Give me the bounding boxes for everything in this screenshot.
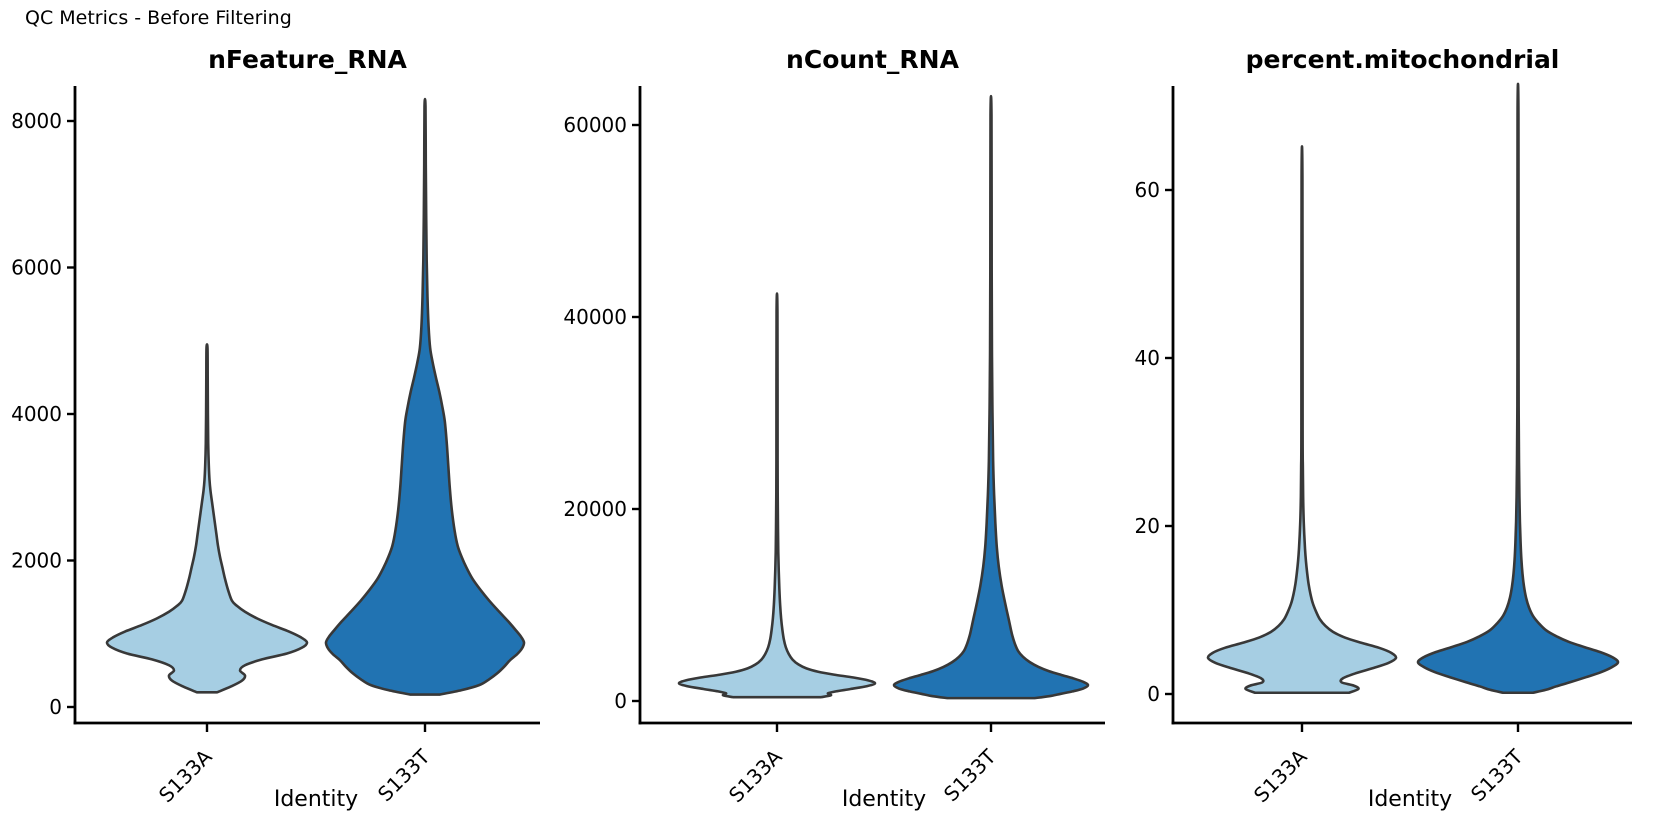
- y-tick-label: 0: [614, 689, 627, 713]
- y-tick-label: 40: [1135, 346, 1160, 370]
- y-tick-label: 0: [1147, 682, 1160, 706]
- x-category-label: S133A: [154, 744, 217, 807]
- violin-S133A-nCount_RNA: [677, 292, 877, 699]
- violin-S133T-nCount_RNA: [892, 94, 1090, 700]
- x-category-label: S133A: [724, 744, 787, 807]
- panel-nFeature_RNA: nFeature_RNA 0 2000 4000 6000 8000 S133A S133T I…: [11, 45, 540, 812]
- y-tick-label: 20000: [563, 497, 627, 521]
- y-tick-label: 8000: [11, 109, 62, 133]
- y-tick-label: 60: [1135, 178, 1160, 202]
- x-category-label: S133T: [373, 744, 435, 806]
- x-axis-label: Identity: [1368, 787, 1452, 812]
- panel-title: nCount_RNA: [786, 45, 960, 74]
- y-tick-label: 40000: [563, 305, 627, 329]
- panel-percent.mitochondrial: percent.mitochondrial 0 20 40 60 S133A S133T Id…: [1135, 45, 1632, 812]
- y-tick-label: 20: [1135, 514, 1160, 538]
- y-tick-label: 6000: [11, 256, 62, 280]
- panel-title: percent.mitochondrial: [1246, 45, 1560, 74]
- y-tick-label: 60000: [563, 113, 627, 137]
- x-category-label: S133T: [939, 744, 1001, 806]
- y-tick-label: 2000: [11, 549, 62, 573]
- violin-S133T-percent.mitochondrial: [1416, 82, 1620, 695]
- violin-S133T-nFeature_RNA: [324, 97, 526, 696]
- y-tick-label: 0: [49, 695, 62, 719]
- x-category-label: S133A: [1249, 744, 1312, 807]
- x-category-label: S133T: [1466, 744, 1528, 806]
- panel-nCount_RNA: nCount_RNA 0 20000 40000 60000 S133A S133T Iden…: [563, 45, 1105, 812]
- x-axis-label: Identity: [274, 787, 358, 812]
- violin-S133A-percent.mitochondrial: [1206, 145, 1398, 695]
- panel-title: nFeature_RNA: [208, 45, 407, 74]
- x-axis-label: Identity: [842, 787, 926, 812]
- figure-title: QC Metrics - Before Filtering: [25, 7, 292, 29]
- violin-S133A-nFeature_RNA: [105, 343, 309, 694]
- y-tick-label: 4000: [11, 402, 62, 426]
